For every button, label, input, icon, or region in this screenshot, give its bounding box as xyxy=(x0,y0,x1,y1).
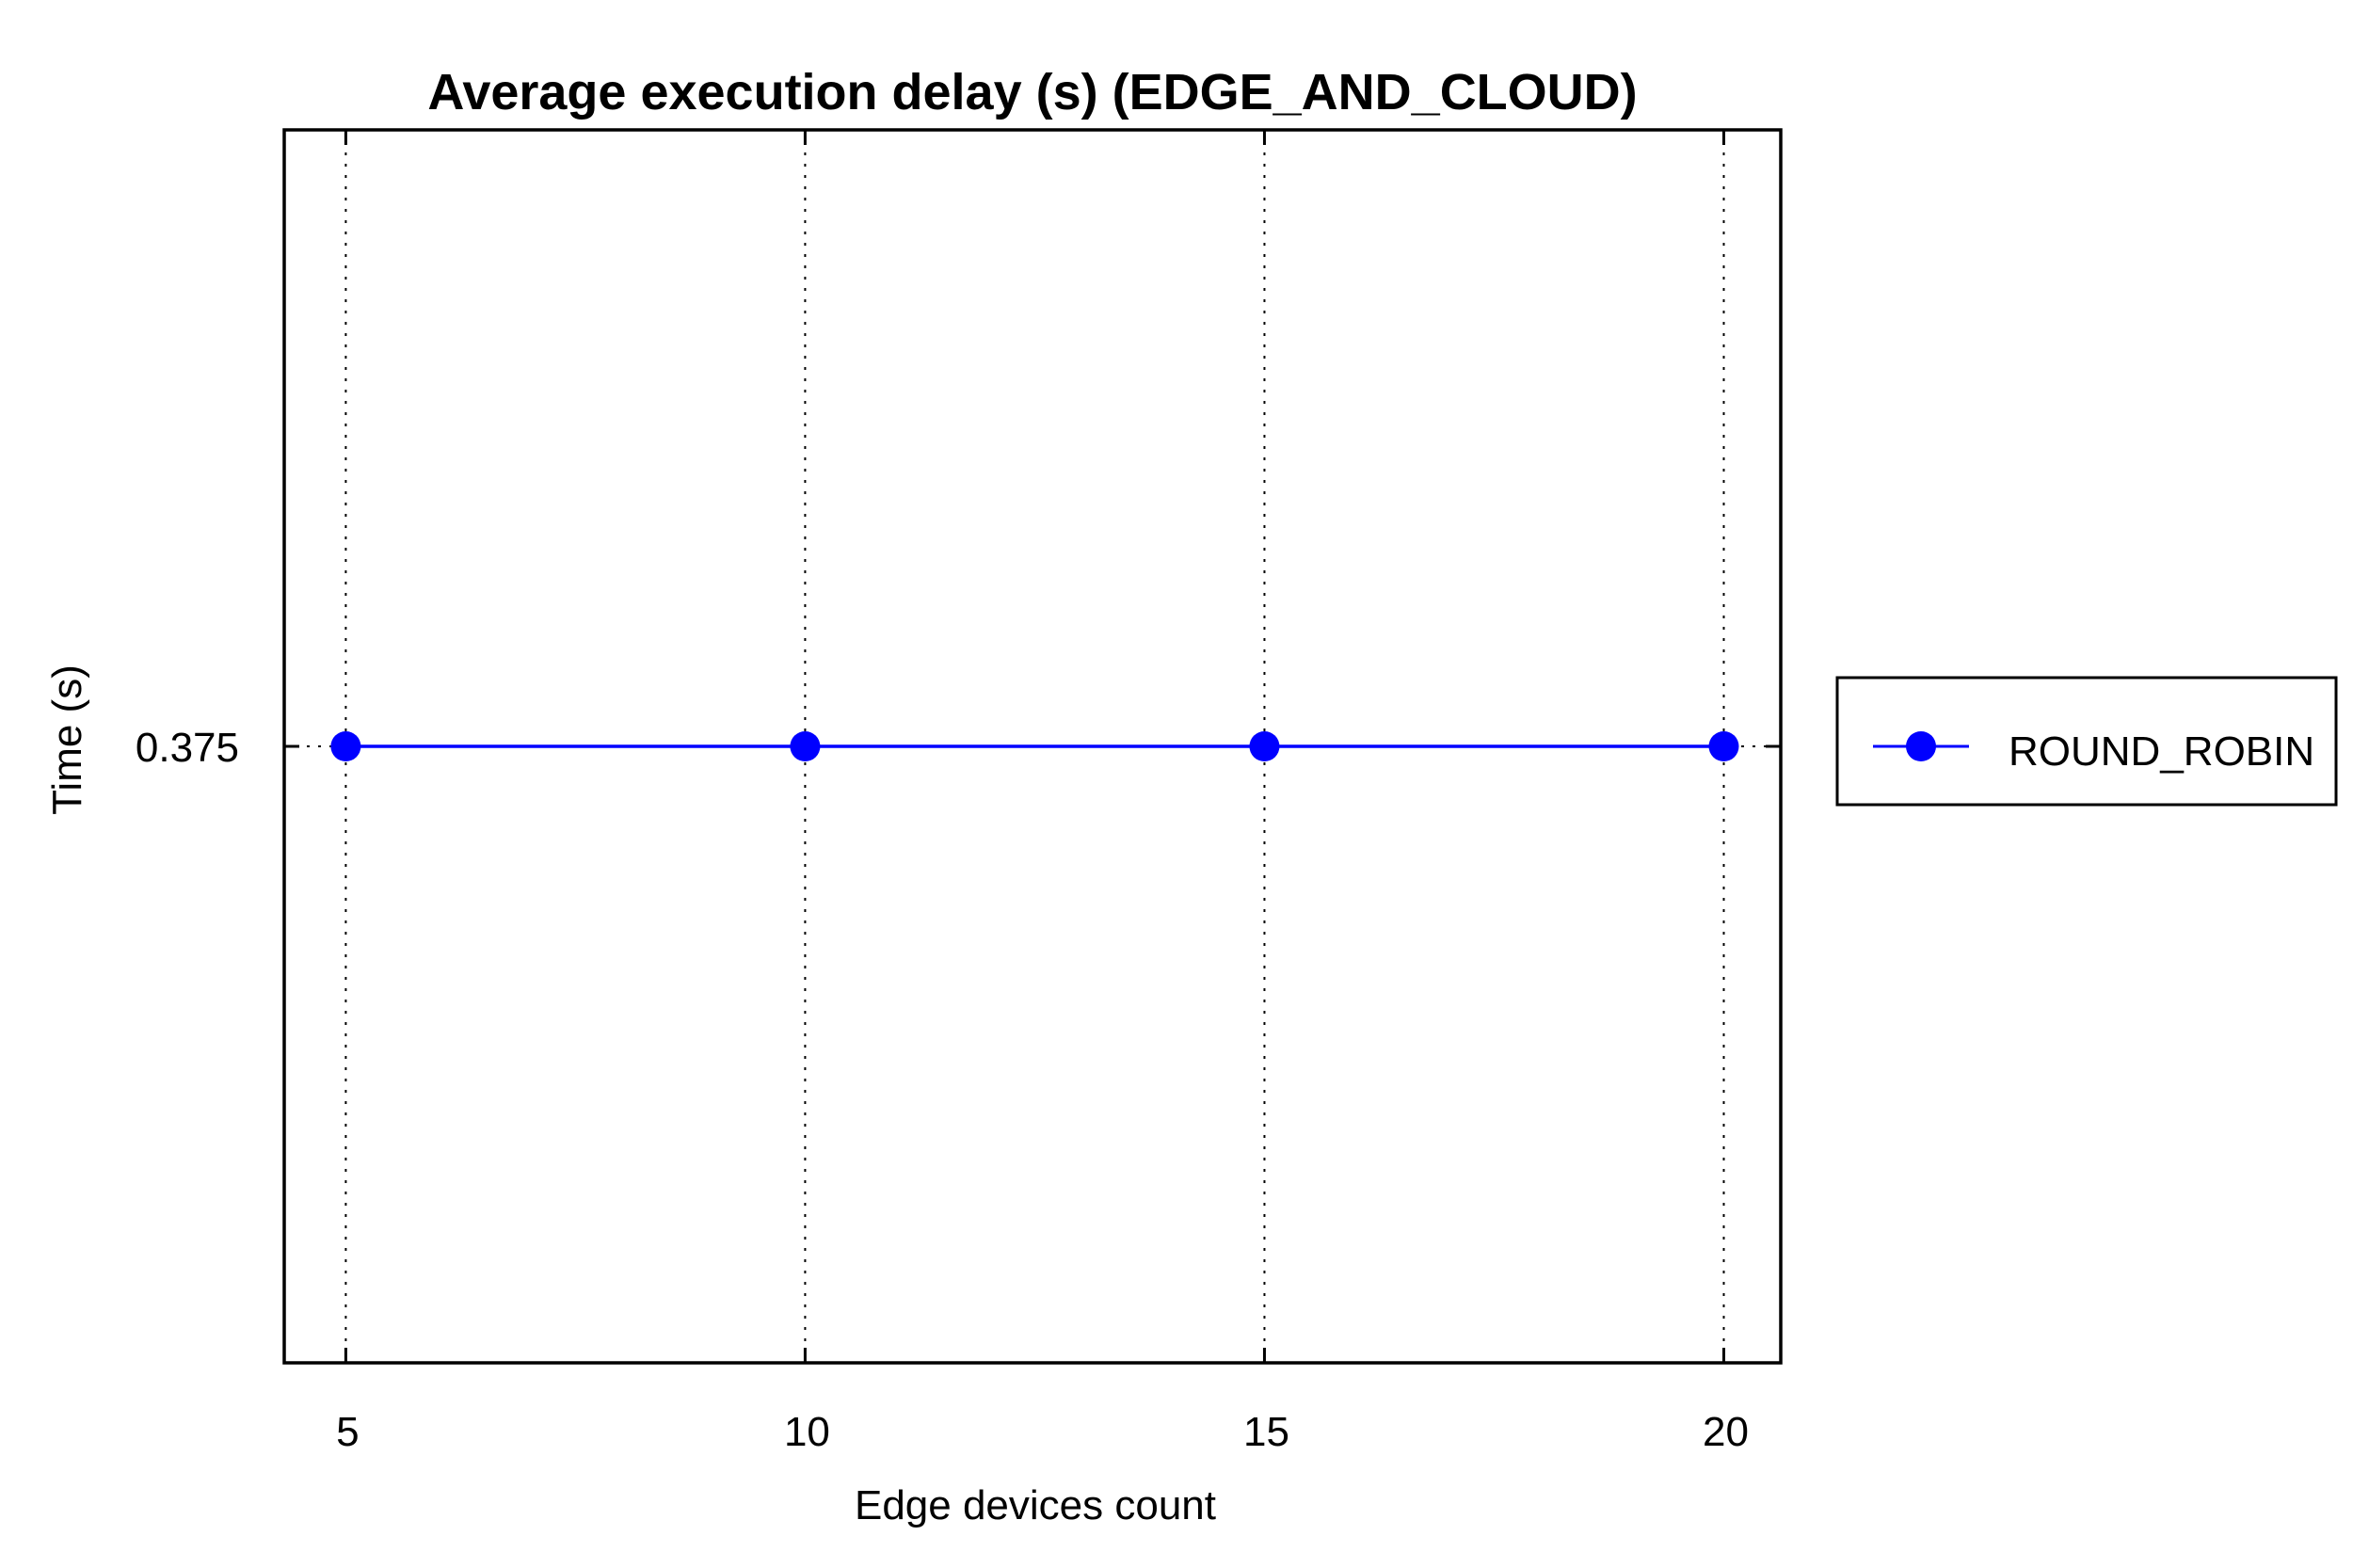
legend-series-marker xyxy=(1906,731,1936,761)
chart-title: Average execution delay (s) (EDGE_AND_CL… xyxy=(427,64,1637,120)
data-point xyxy=(330,731,361,761)
data-point xyxy=(790,731,821,761)
series-layer xyxy=(330,731,1739,761)
x-tick-label: 15 xyxy=(1243,1409,1289,1455)
data-point xyxy=(1249,731,1280,761)
tick-layer: 5 10 15 20 0.375 xyxy=(136,130,1781,1455)
x-axis-label: Edge devices count xyxy=(855,1482,1216,1528)
y-axis-label: Time (s) xyxy=(44,664,90,815)
data-point xyxy=(1708,731,1739,761)
legend: ROUND_ROBIN xyxy=(1835,676,2338,807)
x-tick-label: 20 xyxy=(1703,1409,1749,1455)
legend-series-label: ROUND_ROBIN xyxy=(2009,728,2314,775)
y-tick-label: 0.375 xyxy=(136,725,239,771)
x-tick-label: 10 xyxy=(784,1409,830,1455)
x-tick-label: 5 xyxy=(336,1409,359,1455)
